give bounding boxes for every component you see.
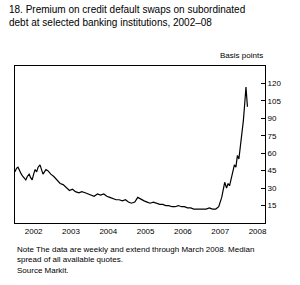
svg-text:2002: 2002	[25, 227, 43, 236]
svg-text:105: 105	[268, 97, 282, 106]
svg-text:Basis points: Basis points	[220, 51, 263, 60]
svg-text:45: 45	[268, 166, 277, 175]
svg-text:2005: 2005	[137, 227, 155, 236]
svg-text:15: 15	[268, 201, 277, 210]
svg-text:90: 90	[268, 114, 277, 123]
svg-text:2003: 2003	[62, 227, 80, 236]
svg-text:2007: 2007	[211, 227, 229, 236]
svg-text:2008: 2008	[249, 227, 267, 236]
svg-text:60: 60	[268, 149, 277, 158]
svg-text:2006: 2006	[174, 227, 192, 236]
svg-text:18. Premium on credit default: 18. Premium on credit default swaps on s…	[9, 4, 245, 28]
svg-text:2004: 2004	[99, 227, 117, 236]
svg-text:Note The data are weekly and e: Note The data are weekly and extend thro…	[17, 245, 254, 275]
svg-text:30: 30	[268, 184, 277, 193]
svg-text:120: 120	[268, 79, 282, 88]
svg-text:75: 75	[268, 132, 277, 141]
